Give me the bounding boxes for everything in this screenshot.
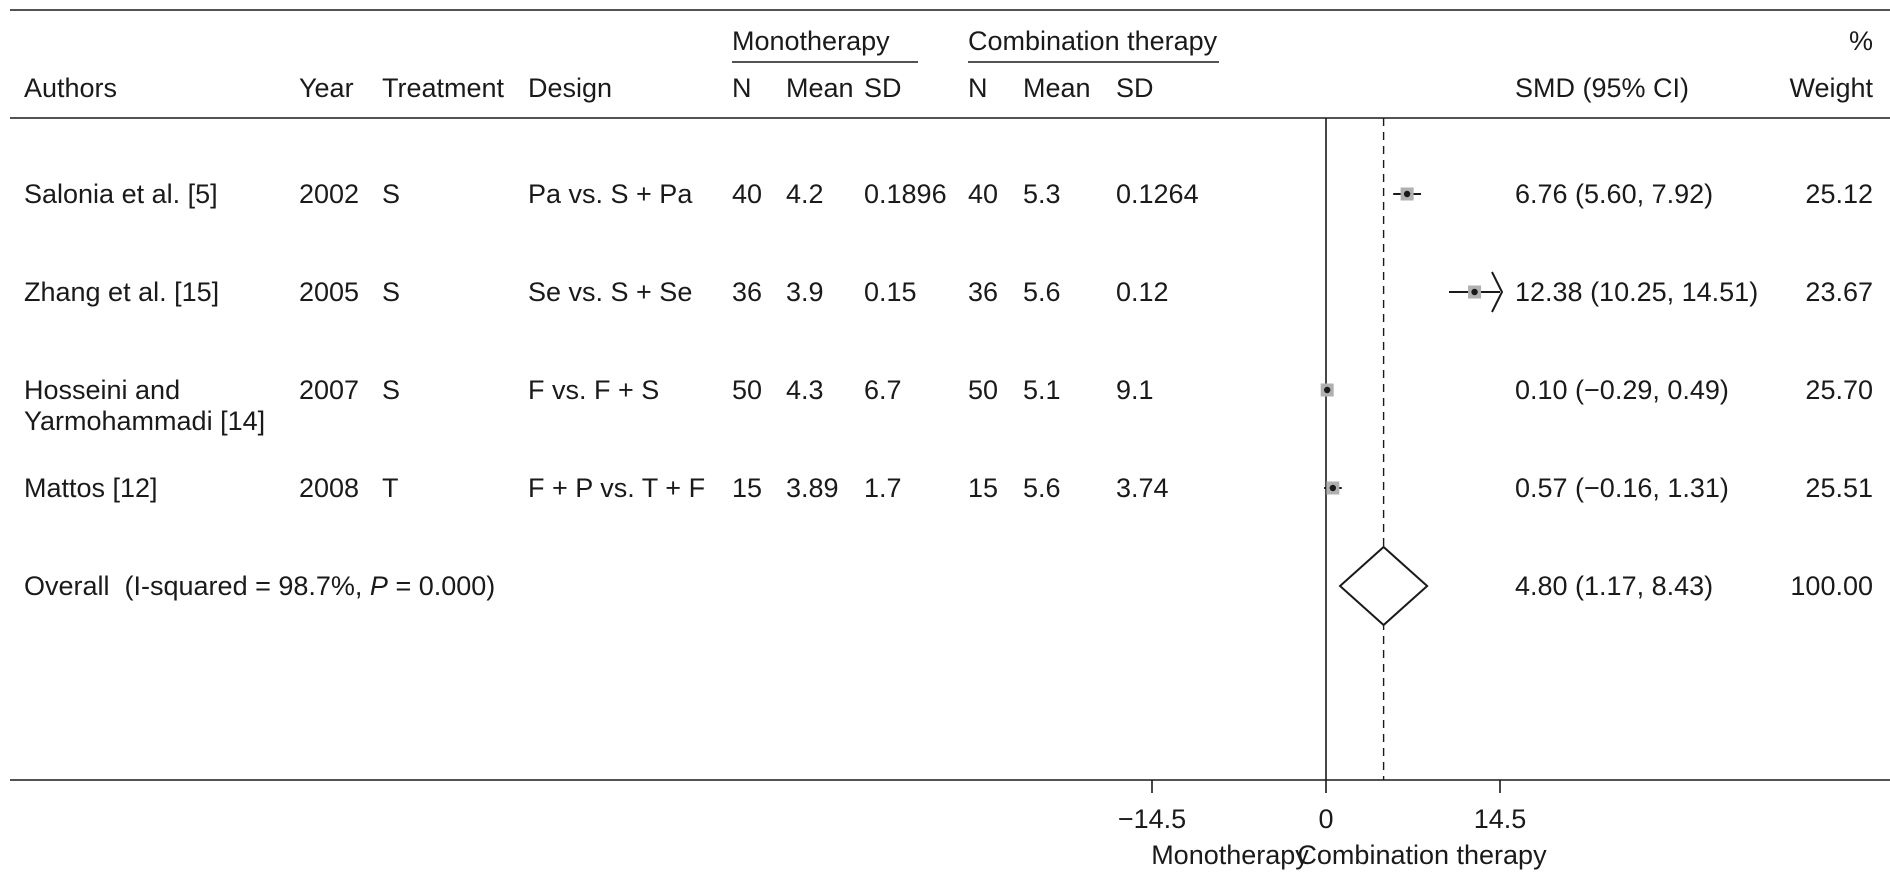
combo-n: 36	[968, 277, 998, 307]
overall-weight: 100.00	[1790, 571, 1873, 601]
mono-mean: 3.89	[786, 473, 839, 503]
combo-sd-header: SD	[1116, 73, 1154, 103]
mono-mean: 4.2	[786, 179, 824, 209]
study-treatment: T	[382, 473, 399, 503]
study-weight: 25.51	[1805, 473, 1873, 503]
design-header: Design	[528, 73, 612, 103]
study-weight: 25.12	[1805, 179, 1873, 209]
study-author: Hosseini and	[24, 375, 180, 405]
mono-sd: 1.7	[864, 473, 902, 503]
combo-mean: 5.6	[1023, 277, 1061, 307]
combo-sd: 0.1264	[1116, 179, 1199, 209]
mono-sd: 0.15	[864, 277, 917, 307]
overall-diamond	[1338, 545, 1429, 627]
study-point-estimate	[1403, 190, 1411, 198]
study-weight: 25.70	[1805, 375, 1873, 405]
weight-header: Weight	[1789, 73, 1873, 103]
study-treatment: S	[382, 375, 400, 405]
study-year: 2007	[299, 375, 359, 405]
mono-mean-header: Mean	[786, 73, 854, 103]
mono-n: 50	[732, 375, 762, 405]
combo-n: 15	[968, 473, 998, 503]
study-author: Mattos [12]	[24, 473, 158, 503]
study-design: Pa vs. S + Pa	[528, 179, 693, 209]
study-smd-ci: 0.57 (−0.16, 1.31)	[1515, 473, 1729, 503]
treatment-header: Treatment	[382, 73, 505, 103]
study-point-estimate	[1324, 386, 1331, 394]
weight-percent-header: %	[1849, 26, 1873, 56]
study-design: Se vs. S + Se	[528, 277, 692, 307]
combination-group-header: Combination therapy	[968, 26, 1218, 56]
mono-mean: 4.3	[786, 375, 824, 405]
mono-n: 40	[732, 179, 762, 209]
mono-n: 36	[732, 277, 762, 307]
study-design: F vs. F + S	[528, 375, 659, 405]
mono-sd: 6.7	[864, 375, 902, 405]
study-design: F + P vs. T + F	[528, 473, 705, 503]
combo-sd: 0.12	[1116, 277, 1169, 307]
monotherapy-group-header: Monotherapy	[732, 26, 890, 56]
overall-smd-ci: 4.80 (1.17, 8.43)	[1515, 571, 1713, 601]
overall-label-prefix: Overall (I-squared = 98.7%,	[24, 571, 370, 601]
study-author: Yarmohammadi [14]	[24, 406, 265, 436]
mono-mean: 3.9	[786, 277, 824, 307]
x-axis-tick-label: 0	[1318, 804, 1333, 834]
mono-n: 15	[732, 473, 762, 503]
mono-n-header: N	[732, 73, 752, 103]
combo-mean: 5.6	[1023, 473, 1061, 503]
combo-n: 50	[968, 375, 998, 405]
favours-monotherapy-label: Monotherapy	[1151, 840, 1309, 870]
study-year: 2005	[299, 277, 359, 307]
study-smd-ci: 6.76 (5.60, 7.92)	[1515, 179, 1713, 209]
overall-label-suffix: = 0.000)	[388, 571, 495, 601]
study-author: Zhang et al. [15]	[24, 277, 219, 307]
study-author: Salonia et al. [5]	[24, 179, 218, 209]
ci-clip-arrow	[1491, 271, 1504, 313]
favours-combination-label: Combination therapy	[1297, 840, 1547, 870]
study-year: 2008	[299, 473, 359, 503]
combo-mean: 5.1	[1023, 375, 1061, 405]
overall-label-p: P	[370, 571, 388, 601]
study-treatment: S	[382, 179, 400, 209]
combo-n-header: N	[968, 73, 988, 103]
study-point-estimate	[1329, 484, 1337, 492]
mono-sd-header: SD	[864, 73, 902, 103]
mono-sd: 0.1896	[864, 179, 947, 209]
combo-sd: 9.1	[1116, 375, 1154, 405]
x-axis-tick-label: 14.5	[1474, 804, 1527, 834]
study-point-estimate	[1471, 288, 1478, 296]
study-year: 2002	[299, 179, 359, 209]
study-smd-ci: 0.10 (−0.29, 0.49)	[1515, 375, 1729, 405]
authors-header: Authors	[24, 73, 117, 103]
smd-header: SMD (95% CI)	[1515, 73, 1689, 103]
x-axis-tick-label: −14.5	[1118, 804, 1186, 834]
overall-label: Overall (I-squared = 98.7%, P = 0.000)	[24, 571, 495, 601]
year-header: Year	[299, 73, 354, 103]
combo-sd: 3.74	[1116, 473, 1169, 503]
combo-mean-header: Mean	[1023, 73, 1091, 103]
combo-mean: 5.3	[1023, 179, 1061, 209]
study-smd-ci: 12.38 (10.25, 14.51)	[1515, 277, 1758, 307]
study-weight: 23.67	[1805, 277, 1873, 307]
combo-n: 40	[968, 179, 998, 209]
study-treatment: S	[382, 277, 400, 307]
